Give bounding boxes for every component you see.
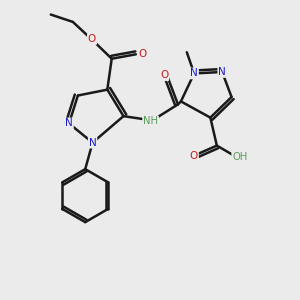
Text: O: O	[160, 70, 168, 80]
Text: N: N	[218, 67, 226, 77]
Text: O: O	[138, 49, 146, 59]
Text: N: N	[89, 138, 97, 148]
Text: O: O	[190, 151, 198, 161]
Text: OH: OH	[232, 152, 248, 162]
Text: NH: NH	[143, 116, 158, 126]
Text: N: N	[65, 118, 73, 128]
Text: N: N	[190, 68, 198, 78]
Text: O: O	[88, 34, 96, 44]
